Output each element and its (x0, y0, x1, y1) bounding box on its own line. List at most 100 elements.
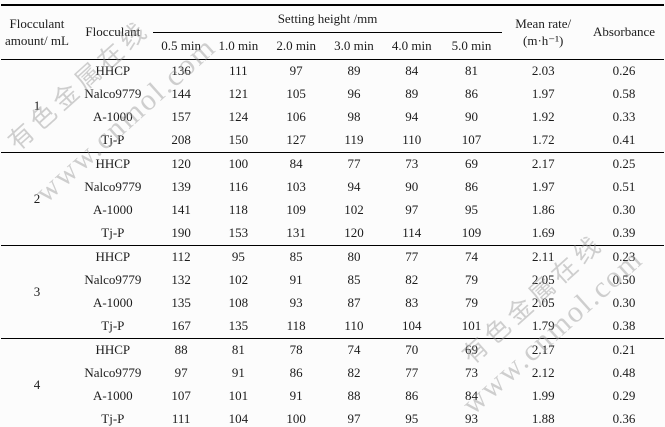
absorbance-cell: 0.51 (612, 179, 636, 195)
header-setting-height: Setting height /mm (152, 5, 503, 33)
settling-height-cell: 88 (347, 388, 361, 404)
settling-height-cell: 82 (405, 272, 419, 288)
settling-height-cell: 70 (405, 342, 419, 358)
flocculant-settling-table: Flocculant amount/ mL Flocculant Setting… (1, 4, 664, 427)
settling-height-cell: 119 (325, 129, 383, 153)
settling-height-cell: 111 (152, 408, 210, 427)
header-row-times: 0.5 min 1.0 min 2.0 min 3.0 min 4.0 min … (1, 32, 664, 60)
settling-height-cell: 127 (267, 129, 326, 153)
settling-height-cell: 101 (228, 388, 249, 404)
settling-height-cell: 95 (464, 202, 478, 218)
settling-height-cell: 69 (464, 156, 478, 172)
settling-height-cell: 88 (174, 342, 188, 358)
mean-rate-cell: 2.12 (531, 365, 555, 381)
settling-height-cell: 73 (405, 156, 419, 172)
mean-rate-cell: 2.05 (531, 272, 555, 288)
flocculant-name-cell: Tj-P (72, 129, 153, 153)
header-time-4-0min: 4.0 min (382, 32, 441, 60)
absorbance-cell: 0.30 (612, 202, 636, 218)
flocculant-name-cell: Nalco9779 (84, 272, 142, 288)
table-row: Tj-P 190 153 131 120 114 109 1.69 0.39 (1, 222, 664, 246)
settling-height-cell: 118 (228, 202, 248, 218)
settling-height-cell: 139 (171, 179, 191, 195)
settling-height-cell: 79 (464, 295, 478, 311)
absorbance-cell: 0.30 (612, 295, 636, 311)
settling-height-cell: 153 (209, 222, 268, 246)
table-row: Tj-P 167 135 118 110 104 101 1.79 0.38 (1, 315, 664, 339)
flocculant-name-cell: A-1000 (92, 388, 133, 404)
absorbance-cell: 0.58 (612, 86, 636, 102)
flocculant-amount-cell: 1 (1, 59, 73, 153)
table-row: Nalco9779 132 102 91 85 82 79 2.05 0.50 (1, 269, 664, 292)
settling-height-cell: 120 (325, 222, 383, 246)
settling-height-cell: 85 (347, 272, 361, 288)
settling-height-cell: 144 (171, 86, 191, 102)
flocculant-name-cell: Tj-P (72, 315, 153, 339)
absorbance-cell: 0.50 (612, 272, 636, 288)
table-row: Nalco9779 144 121 105 96 89 86 1.97 0.58 (1, 83, 664, 106)
flocculant-amount-cell: 4 (1, 338, 73, 427)
settling-height-cell: 120 (171, 156, 191, 172)
settling-height-cell: 74 (464, 249, 478, 265)
header-row-main: Flocculant amount/ mL Flocculant Setting… (1, 5, 664, 60)
table-row: Tj-P 208 150 127 119 110 107 1.72 0.41 (1, 129, 664, 153)
table-row: 1 HHCP 136 111 97 89 84 81 2.03 0.26 (1, 59, 664, 153)
settling-height-cell: 132 (171, 272, 191, 288)
absorbance-cell: 0.41 (584, 129, 664, 153)
header-time-1-0min: 1.0 min (209, 32, 268, 60)
settling-height-cell: 97 (289, 63, 303, 79)
settling-height-cell: 150 (209, 129, 268, 153)
mean-rate-cell: 1.79 (502, 315, 585, 339)
settling-height-cell: 107 (171, 388, 191, 404)
flocculant-name-cell: A-1000 (92, 202, 133, 218)
settling-height-cell: 91 (231, 365, 245, 381)
settling-height-cell: 157 (171, 109, 191, 125)
settling-height-cell: 87 (347, 295, 361, 311)
flocculant-amount-cell: 3 (1, 245, 73, 339)
mean-rate-cell: 1.92 (531, 109, 555, 125)
settling-height-cell: 85 (289, 249, 303, 265)
settling-height-cell: 107 (440, 129, 503, 153)
header-flocculant-amount: Flocculant amount/ mL (1, 5, 73, 60)
settling-height-cell: 118 (267, 315, 326, 339)
settling-height-cell: 83 (405, 295, 419, 311)
settling-height-cell: 190 (152, 222, 210, 246)
settling-height-cell: 84 (289, 156, 303, 172)
table-row: Tj-P 111 104 100 97 95 93 1.88 0.36 (1, 408, 664, 427)
settling-height-cell: 82 (347, 365, 361, 381)
mean-rate-cell: 1.97 (531, 86, 555, 102)
settling-height-cell: 86 (289, 365, 303, 381)
settling-height-cell: 80 (347, 249, 361, 265)
absorbance-cell: 0.26 (612, 63, 636, 79)
settling-height-cell: 97 (405, 202, 419, 218)
settling-height-cell: 77 (405, 365, 419, 381)
settling-height-cell: 110 (382, 129, 441, 153)
settling-height-cell: 95 (382, 408, 441, 427)
settling-height-cell: 167 (152, 315, 210, 339)
mean-rate-cell: 2.11 (532, 249, 555, 265)
table-header: Flocculant amount/ mL Flocculant Setting… (1, 5, 664, 60)
settling-height-cell: 141 (171, 202, 191, 218)
mean-rate-cell: 1.99 (531, 388, 555, 404)
settling-height-cell: 78 (289, 342, 303, 358)
table-row: Nalco9779 139 116 103 94 90 86 1.97 0.51 (1, 176, 664, 199)
settling-height-cell: 95 (231, 249, 245, 265)
settling-height-cell: 121 (228, 86, 249, 102)
flocculant-name-cell: Tj-P (72, 408, 153, 427)
mean-rate-cell: 2.17 (531, 342, 555, 358)
header-time-5-0min: 5.0 min (440, 32, 503, 60)
settling-height-cell: 89 (405, 86, 419, 102)
settling-height-cell: 106 (286, 109, 306, 125)
settling-height-cell: 89 (347, 63, 361, 79)
settling-height-cell: 77 (405, 249, 419, 265)
absorbance-cell: 0.38 (584, 315, 664, 339)
absorbance-cell: 0.29 (612, 388, 636, 404)
settling-height-cell: 93 (440, 408, 503, 427)
settling-height-cell: 97 (325, 408, 383, 427)
absorbance-cell: 0.39 (584, 222, 664, 246)
header-flocculant: Flocculant (72, 5, 153, 60)
settling-height-cell: 81 (231, 342, 245, 358)
settling-height-cell: 81 (464, 63, 478, 79)
header-time-3-0min: 3.0 min (325, 32, 383, 60)
